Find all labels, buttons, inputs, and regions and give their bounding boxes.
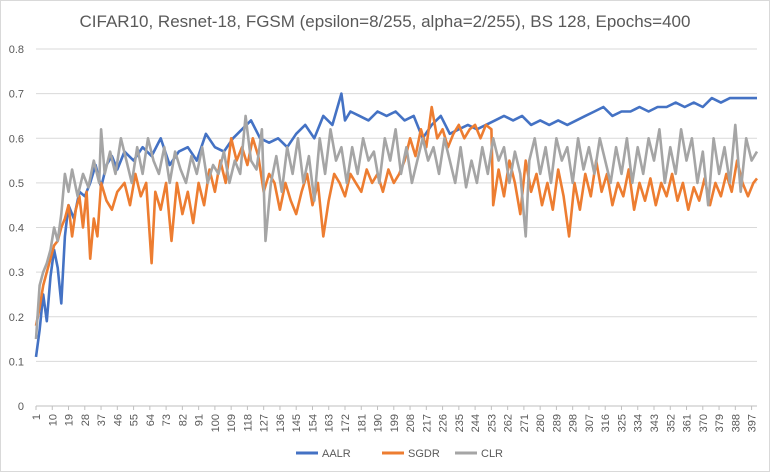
x-tick-label: 271	[519, 414, 531, 432]
x-tick-label: 253	[486, 414, 498, 432]
x-tick-label: 127	[259, 414, 271, 432]
x-tick-label: 235	[454, 414, 466, 432]
x-tick-label: 316	[600, 414, 612, 432]
x-tick-label: 46	[112, 414, 124, 426]
x-axis: 1 10 19 28 37 46 55 64 73 82 91 100 109 118 127 136 145 1…	[31, 406, 759, 432]
series-line-sgdr	[34, 105, 759, 326]
x-tick-label: 217	[421, 414, 433, 432]
x-tick-label: 361	[682, 414, 694, 432]
legend-label-aalr: AALR	[322, 448, 351, 460]
y-tick-label: 0	[18, 401, 24, 413]
legend-label-sgdr: SGDR	[408, 448, 440, 460]
x-tick-label: 118	[242, 414, 254, 432]
x-tick-label: 181	[356, 414, 368, 432]
series-lines	[34, 92, 759, 358]
x-tick-label: 1	[31, 414, 43, 420]
x-tick-label: 289	[551, 414, 563, 432]
y-tick-label: 0.6	[9, 133, 24, 145]
y-tick-label: 0.2	[9, 312, 24, 324]
series-line-clr	[34, 114, 759, 340]
chart-title: CIFAR10, Resnet-18, FGSM (epsilon=8/255,…	[79, 12, 691, 31]
x-tick-label: 82	[177, 414, 189, 426]
y-tick-label: 0.7	[9, 89, 24, 101]
x-tick-label: 334	[633, 414, 645, 432]
x-tick-label: 397	[747, 414, 759, 432]
x-tick-label: 172	[340, 414, 352, 432]
x-tick-label: 55	[129, 414, 141, 426]
x-tick-label: 370	[698, 414, 710, 432]
x-tick-label: 208	[405, 414, 417, 432]
y-tick-label: 0.1	[9, 356, 24, 368]
x-tick-label: 136	[275, 414, 287, 432]
y-axis: 0 0.1 0.2 0.3 0.4 0.5 0.6 0.7 0.8	[9, 44, 24, 413]
x-tick-label: 64	[145, 414, 157, 426]
x-tick-label: 154	[307, 414, 319, 432]
x-tick-label: 352	[665, 414, 677, 432]
x-tick-label: 73	[161, 414, 173, 426]
y-tick-label: 0.8	[9, 44, 24, 56]
x-tick-label: 91	[194, 414, 206, 426]
x-tick-label: 262	[503, 414, 515, 432]
y-tick-label: 0.4	[9, 223, 24, 235]
x-tick-label: 325	[616, 414, 628, 432]
x-tick-label: 343	[649, 414, 661, 432]
x-tick-label: 379	[714, 414, 726, 432]
x-tick-label: 163	[324, 414, 336, 432]
x-tick-label: 244	[470, 414, 482, 432]
x-tick-label: 280	[535, 414, 547, 432]
gridlines	[36, 48, 757, 407]
legend: AALR SGDR CLR	[296, 448, 503, 460]
x-tick-label: 307	[584, 414, 596, 432]
x-tick-label: 10	[47, 414, 59, 426]
x-tick-label: 199	[389, 414, 401, 432]
x-tick-label: 37	[96, 414, 108, 426]
legend-label-clr: CLR	[481, 448, 503, 460]
x-tick-label: 190	[373, 414, 385, 432]
x-tick-label: 100	[210, 414, 222, 432]
x-tick-label: 28	[80, 414, 92, 426]
x-tick-label: 388	[730, 414, 742, 432]
y-tick-label: 0.5	[9, 178, 24, 190]
x-tick-label: 226	[438, 414, 450, 432]
y-tick-label: 0.3	[9, 267, 24, 279]
x-tick-label: 145	[291, 414, 303, 432]
x-tick-label: 19	[64, 414, 76, 426]
x-tick-label: 298	[568, 414, 580, 432]
x-tick-label: 109	[226, 414, 238, 432]
